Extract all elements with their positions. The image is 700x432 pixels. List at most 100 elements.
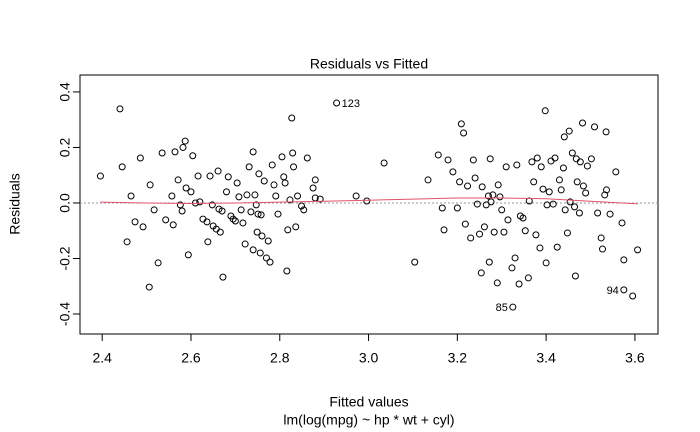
point [513, 161, 521, 169]
point [289, 149, 297, 157]
point [528, 158, 536, 166]
point [524, 274, 532, 282]
point [545, 188, 553, 196]
point [187, 188, 195, 196]
y-tick-label: 0.2 [57, 138, 73, 158]
point [245, 163, 253, 171]
point [634, 246, 642, 254]
point [203, 218, 211, 226]
point [480, 223, 488, 231]
point [274, 210, 282, 218]
point [174, 176, 182, 184]
point [249, 148, 257, 156]
point [219, 273, 227, 281]
point [284, 226, 292, 234]
point [471, 174, 479, 182]
point [352, 192, 360, 200]
point [573, 178, 581, 186]
point [579, 119, 587, 127]
point [509, 303, 517, 311]
point [123, 238, 131, 246]
point [256, 249, 264, 257]
point [583, 162, 591, 170]
subtitle: lm(log(mpg) ~ hp * wt + cyl) [283, 412, 454, 428]
point [178, 207, 186, 215]
point [179, 143, 187, 151]
smooth-line [100, 197, 638, 205]
point [473, 200, 481, 208]
point [478, 183, 486, 191]
point [222, 188, 230, 196]
point [461, 220, 469, 228]
y-tick-label: -0.2 [57, 246, 73, 270]
point [457, 120, 465, 128]
point [224, 173, 232, 181]
point [257, 211, 265, 219]
point [521, 227, 529, 235]
point [606, 210, 614, 218]
point [597, 234, 605, 242]
point [500, 228, 508, 236]
point [264, 237, 272, 245]
point [591, 123, 599, 131]
point [485, 258, 493, 266]
point [260, 177, 268, 185]
point [131, 218, 139, 226]
chart-title: Residuals vs Fitted [310, 56, 428, 72]
point [542, 259, 550, 267]
point [515, 280, 523, 288]
point [571, 272, 579, 280]
y-axis-label: Residuals [7, 173, 23, 234]
point [251, 191, 259, 199]
point [380, 159, 388, 167]
point [620, 256, 628, 264]
point [139, 223, 147, 231]
point [476, 230, 484, 238]
point [494, 181, 502, 189]
point [484, 192, 492, 200]
point [214, 167, 222, 175]
point [541, 107, 549, 115]
point [249, 246, 257, 254]
point [270, 181, 278, 189]
y-tick-label: -0.4 [57, 302, 73, 326]
point [154, 259, 162, 267]
point [587, 155, 595, 163]
point [612, 168, 620, 176]
x-tick-label: 3.4 [536, 350, 556, 366]
point [333, 99, 341, 107]
x-tick-label: 3.0 [359, 350, 379, 366]
point [316, 195, 324, 203]
point [549, 200, 557, 208]
point [467, 234, 475, 242]
point [255, 170, 263, 178]
point [599, 245, 607, 253]
point [618, 219, 626, 227]
x-tick-label: 2.6 [181, 350, 201, 366]
point [557, 186, 565, 194]
point [568, 149, 576, 157]
point [629, 292, 637, 300]
point [498, 206, 506, 214]
point [511, 254, 519, 262]
point [262, 254, 270, 262]
point [311, 176, 319, 184]
point [482, 201, 490, 209]
y-tick-label: 0.4 [57, 82, 73, 102]
point [559, 164, 567, 172]
point [239, 219, 247, 227]
point [182, 184, 190, 192]
point [288, 114, 296, 122]
point [594, 209, 602, 217]
point [579, 182, 587, 190]
point [216, 228, 224, 236]
point [456, 178, 464, 186]
point-label: 94 [607, 285, 619, 297]
point [575, 209, 583, 217]
point [300, 206, 308, 214]
point [196, 198, 204, 206]
point [309, 184, 317, 192]
point [278, 153, 286, 161]
